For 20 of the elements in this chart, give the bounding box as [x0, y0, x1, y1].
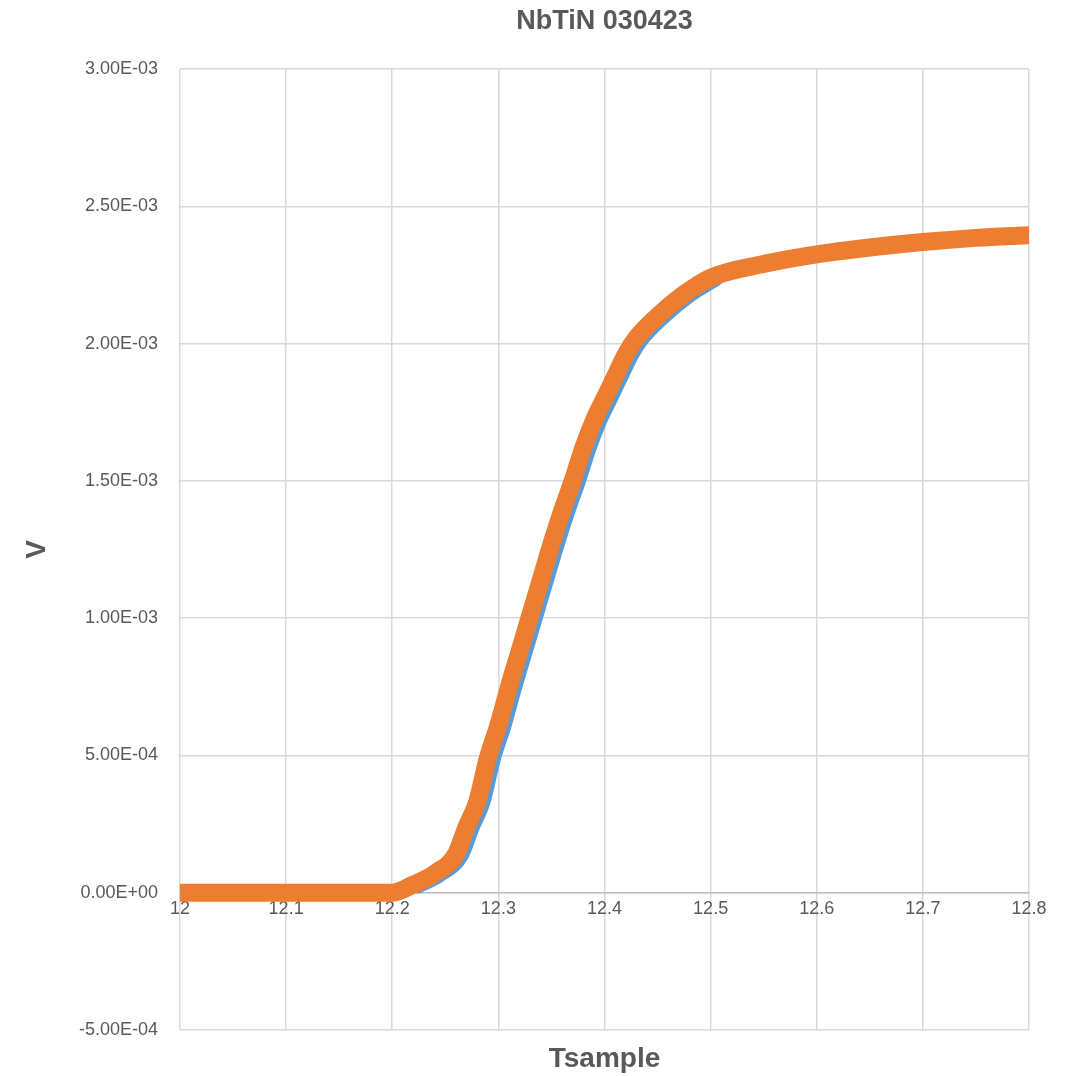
y-tick-label: 1.50E-03	[84, 469, 158, 490]
y-tick-label: -5.00E-04	[78, 1018, 158, 1039]
chart-title: NbTiN 030423	[516, 5, 693, 36]
x-tick-label: 12.2	[374, 898, 410, 919]
x-tick-label: 12.1	[268, 898, 304, 919]
y-tick-label: 2.00E-03	[84, 332, 158, 353]
y-tick-label: 5.00E-04	[84, 744, 158, 765]
x-tick-label: 12.5	[693, 898, 729, 919]
y-axis-title: V	[19, 539, 51, 559]
y-tick-label: 2.50E-03	[84, 195, 158, 216]
x-tick-label: 12.7	[905, 898, 941, 919]
x-tick-label: 12.6	[799, 898, 835, 919]
x-tick-label: 12.8	[1011, 898, 1047, 919]
x-axis-title: Tsample	[548, 1041, 661, 1073]
x-tick-label: 12.4	[586, 898, 623, 919]
y-tick-label: 0.00E+00	[80, 881, 158, 902]
y-tick-label: 3.00E-03	[84, 57, 158, 78]
x-tick-label: 12	[169, 898, 191, 919]
y-tick-label: 1.00E-03	[84, 607, 158, 628]
x-tick-label: 12.3	[480, 898, 516, 919]
